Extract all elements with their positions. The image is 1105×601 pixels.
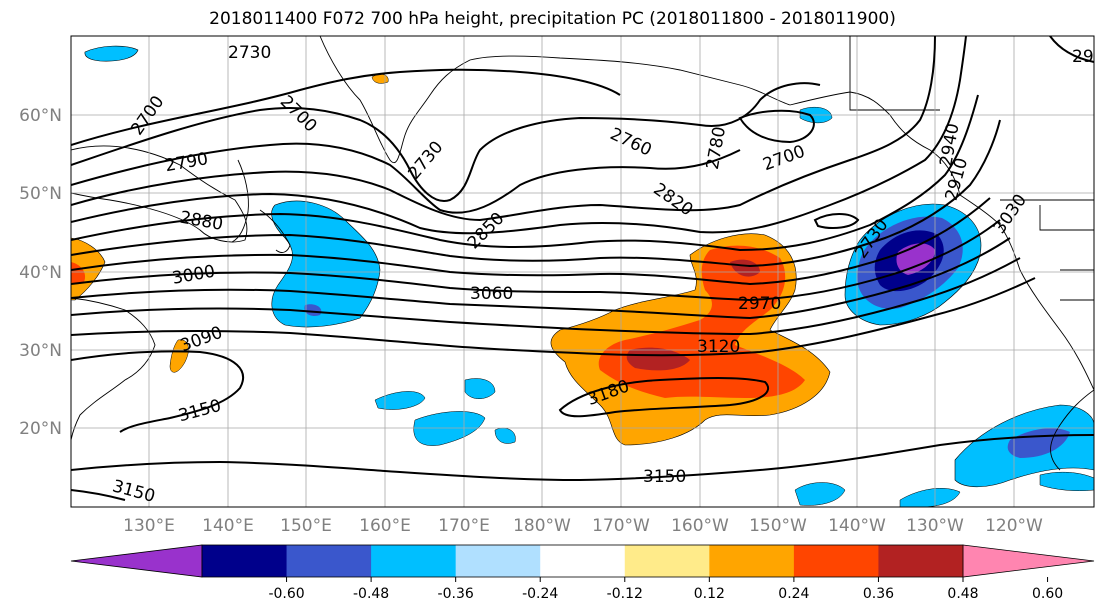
longitude-label: 150°W [749,516,807,536]
precip-negative-region [84,45,139,62]
longitude-label: 150°E [280,516,332,536]
latitude-label: 20°N [19,419,62,439]
precip-negative-region [794,482,846,506]
precip-negative-region [413,411,486,446]
longitude-label: 170°E [438,516,490,536]
longitude-label: 140°E [202,516,254,536]
precip-negative-region [464,378,496,399]
contour-label: 3150 [643,467,686,487]
latitude-label: 50°N [19,184,62,204]
colorbar-tick-label: 0.24 [778,586,809,601]
latitude-axis: 60°N 50°N 40°N 30°N 20°N [19,106,62,439]
longitude-label: 180°W [513,516,571,536]
longitude-label: 120°W [985,516,1043,536]
precip-positive-region [71,262,86,285]
chart-title: 2018011400 F072 700 hPa height, precipit… [209,9,896,29]
longitude-label: 160°W [671,516,729,536]
longitude-label: 160°E [359,516,411,536]
map-panel: 2730 2700 2700 2730 2790 2880 3000 3090 … [70,35,1095,508]
latitude-label: 30°N [19,341,62,361]
longitude-label: 140°W [828,516,886,536]
colorbar-tick-label: -0.12 [607,586,643,601]
contour-label: 3060 [470,284,513,304]
colorbar-bin [455,545,541,577]
contour-label: 2970 [738,294,781,314]
latitude-label: 40°N [19,263,62,283]
colorbar-bin [878,545,964,577]
contour-label: 3120 [697,337,740,357]
colorbar-extend-low [70,544,203,578]
longitude-label: 130°E [123,516,175,536]
contour-label: 29 [1072,47,1094,67]
precip-negative-region [374,391,426,410]
colorbar-frame [201,544,964,578]
precip-negative-region [1039,471,1094,492]
longitude-label: 170°W [592,516,650,536]
colorbar-bin [286,545,372,577]
colorbar-tick-label: -0.48 [353,586,389,601]
contour-label: 2730 [228,43,271,63]
colorbar-extend-high [962,544,1095,578]
longitude-axis: 130°E 140°E 150°E 160°E 170°E 180°W 170°… [123,516,1043,536]
height-contours [71,36,1094,501]
colorbar: -0.60 -0.48 -0.36 -0.24 -0.12 0.12 0.24 0.36 0.4… [70,544,1095,601]
colorbar-tick-label: 0.48 [947,586,978,601]
colorbar-tick-label: -0.60 [268,586,304,601]
colorbar-tick-label: 0.12 [694,586,725,601]
colorbar-bin [624,545,710,577]
colorbar-bin [371,545,457,577]
colorbar-bin [793,545,879,577]
precip-negative-region [304,304,322,316]
longitude-label: 130°W [906,516,964,536]
colorbar-tick-label: 0.36 [863,586,894,601]
colorbar-tick-label: -0.24 [522,586,558,601]
latitude-label: 60°N [19,106,62,126]
colorbar-tick-label: -0.36 [438,586,474,601]
precip-positive-region [626,347,690,371]
colorbar-tick-label: 0.60 [1032,586,1063,601]
colorbar-bin [202,545,288,577]
colorbar-bin [540,545,626,577]
colorbar-bin [709,545,795,577]
